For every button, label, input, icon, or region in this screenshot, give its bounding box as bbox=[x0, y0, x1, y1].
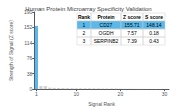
svg-text:Z score: Z score bbox=[123, 14, 141, 20]
svg-text:3: 3 bbox=[83, 38, 86, 44]
svg-text:190: 190 bbox=[23, 9, 33, 15]
svg-text:7.39: 7.39 bbox=[127, 38, 137, 44]
svg-text:SERPINB2: SERPINB2 bbox=[94, 38, 119, 44]
svg-text:10: 10 bbox=[73, 91, 79, 97]
svg-text:Human Protein Microarray Speci: Human Protein Microarray Specificity Val… bbox=[25, 6, 151, 12]
svg-text:155.71: 155.71 bbox=[124, 22, 140, 28]
svg-text:152: 152 bbox=[24, 24, 33, 30]
svg-text:7.57: 7.57 bbox=[127, 30, 137, 36]
svg-text:Signal Rank: Signal Rank bbox=[88, 101, 115, 107]
svg-text:Protein: Protein bbox=[97, 14, 114, 20]
svg-text:0.18: 0.18 bbox=[149, 30, 159, 36]
svg-text:0.43: 0.43 bbox=[149, 38, 159, 44]
svg-text:OGDH: OGDH bbox=[99, 30, 114, 36]
svg-text:76: 76 bbox=[27, 55, 33, 61]
svg-text:20: 20 bbox=[118, 91, 124, 97]
svg-text:2: 2 bbox=[83, 30, 86, 36]
svg-text:1: 1 bbox=[35, 91, 38, 97]
svg-text:38: 38 bbox=[27, 71, 33, 77]
svg-text:114: 114 bbox=[24, 40, 32, 46]
svg-text:CD27: CD27 bbox=[100, 22, 113, 28]
svg-text:S score: S score bbox=[145, 14, 163, 20]
svg-text:30: 30 bbox=[162, 91, 168, 97]
svg-text:148.14: 148.14 bbox=[146, 22, 162, 28]
svg-text:Rank: Rank bbox=[78, 14, 90, 20]
svg-text:0: 0 bbox=[29, 86, 32, 92]
svg-text:1: 1 bbox=[83, 22, 86, 28]
svg-text:Strength of Signal (Z score): Strength of Signal (Z score) bbox=[8, 20, 14, 81]
